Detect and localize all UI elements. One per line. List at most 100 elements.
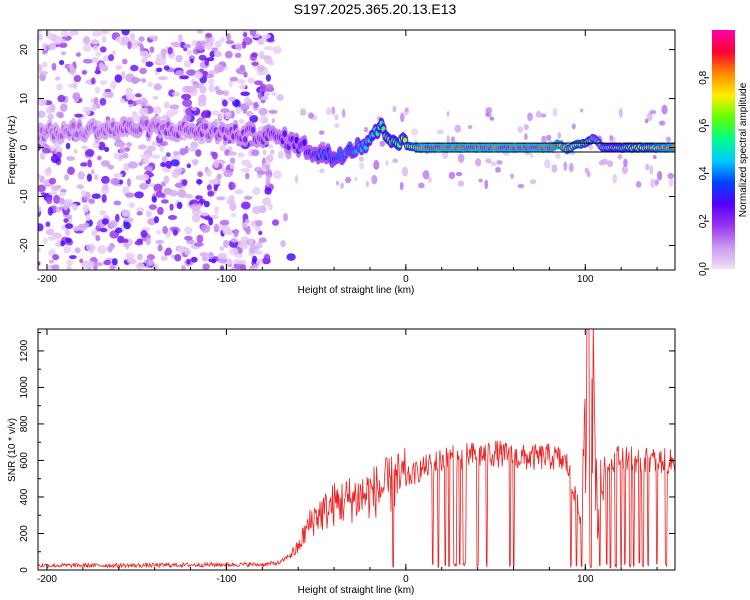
- heatmap-noise-cell: [208, 251, 214, 259]
- heatmap-noise-cell: [43, 237, 48, 244]
- heatmap-noise-cell: [38, 33, 43, 41]
- heatmap-ridge-cell: [353, 148, 358, 155]
- heatmap-noise-cell: [122, 58, 128, 65]
- heatmap-noise-cell: [113, 172, 123, 178]
- x-tick-label: -200: [37, 574, 57, 585]
- heatmap-noise-cell: [392, 106, 397, 113]
- heatmap-noise-cell: [229, 76, 238, 82]
- heatmap-noise-cell: [644, 118, 649, 124]
- heatmap-noise-cell: [658, 120, 666, 126]
- colorbar: 0.0 0.2 0.4 0.6 0.8 Normalized spectral ampl…: [698, 30, 749, 276]
- heatmap-noise-cell: [238, 118, 245, 124]
- heatmap-noise-cell: [228, 96, 236, 102]
- heatmap-noise-cell: [510, 173, 514, 179]
- heatmap-noise-cell: [422, 170, 430, 180]
- heatmap-noise-cell: [162, 225, 168, 235]
- heatmap-noise-cell: [98, 62, 105, 71]
- heatmap-noise-cell: [138, 36, 145, 42]
- heatmap-noise-cell: [124, 147, 130, 152]
- heatmap-noise-cell: [264, 84, 274, 90]
- heatmap-noise-cell: [66, 214, 73, 220]
- heatmap-noise-cell: [171, 169, 179, 179]
- heatmap-noise-cell: [74, 247, 81, 254]
- heatmap-noise-cell: [206, 73, 214, 79]
- heatmap-noise-cell: [46, 196, 53, 205]
- heatmap-noise-cell: [216, 173, 222, 180]
- heatmap-noise-cell: [38, 70, 49, 76]
- heatmap-noise-cell: [136, 211, 143, 216]
- heatmap-noise-cell: [226, 33, 231, 41]
- heatmap-noise-cell: [206, 168, 212, 177]
- heatmap-noise-cell: [69, 255, 77, 260]
- heatmap-noise-cell: [82, 204, 90, 213]
- heatmap-noise-cell: [182, 99, 193, 107]
- heatmap-noise-cell: [235, 67, 246, 75]
- spectrogram-y-axis-label: Frequency (Hz): [7, 116, 18, 185]
- heatmap-noise-cell: [179, 75, 190, 80]
- heatmap-noise-cell: [38, 110, 46, 118]
- heatmap-noise-cell: [38, 205, 42, 213]
- heatmap-noise-cell: [207, 78, 215, 85]
- heatmap-noise-cell: [192, 83, 200, 89]
- heatmap-noise-cell: [101, 35, 107, 43]
- heatmap-noise-cell: [101, 160, 111, 167]
- colorbar-ticks: 0.0 0.2 0.4 0.6 0.8: [698, 70, 709, 276]
- heatmap-noise-cell: [523, 124, 529, 131]
- colorbar-label: Normalized spectral amplitude: [738, 82, 749, 217]
- heatmap-noise-cell: [161, 156, 168, 164]
- figure-title: S197.2025.365.20.13.E13: [294, 1, 457, 17]
- heatmap-noise-cell: [555, 153, 561, 159]
- heatmap-noise-cell: [652, 155, 657, 160]
- heatmap-ridge-cell: [302, 139, 307, 146]
- heatmap-noise-cell: [108, 54, 115, 62]
- heatmap-noise-cell: [457, 180, 465, 187]
- heatmap-noise-cell: [272, 219, 279, 226]
- heatmap-noise-cell: [211, 258, 217, 264]
- heatmap-noise-cell: [529, 179, 537, 185]
- heatmap-noise-cell: [127, 161, 138, 169]
- heatmap-noise-cell: [198, 54, 207, 61]
- heatmap-noise-cell: [228, 247, 239, 256]
- heatmap-noise-cell: [95, 65, 100, 75]
- heatmap-noise-cell: [110, 80, 117, 90]
- heatmap-noise-cell: [229, 157, 236, 164]
- heatmap-noise-cell: [95, 103, 101, 109]
- x-tick-label: -200: [37, 274, 57, 285]
- heatmap-noise-cell: [139, 50, 149, 58]
- heatmap-noise-cell: [130, 64, 139, 72]
- heatmap-noise-cell: [247, 99, 253, 105]
- heatmap-noise-cell: [135, 93, 142, 98]
- heatmap-noise-cell: [211, 47, 218, 52]
- heatmap-noise-cell: [99, 227, 108, 233]
- heatmap-noise-cell: [57, 111, 64, 119]
- heatmap-noise-cell: [249, 30, 257, 36]
- heatmap-noise-cell: [182, 85, 192, 93]
- heatmap-noise-cell: [359, 162, 365, 170]
- heatmap-noise-cell: [249, 115, 259, 123]
- heatmap-noise-cell: [229, 163, 235, 170]
- heatmap-noise-cell: [79, 258, 84, 263]
- y-tick-label: 400: [19, 488, 30, 505]
- heatmap-noise-cell: [48, 191, 58, 196]
- heatmap-noise-cell: [242, 221, 248, 229]
- heatmap-noise-cell: [186, 69, 197, 76]
- heatmap-noise-cell: [123, 221, 131, 230]
- heatmap-noise-cell: [268, 109, 278, 114]
- heatmap-noise-cell: [175, 70, 185, 77]
- heatmap-noise-cell: [95, 235, 101, 242]
- heatmap-noise-cell: [97, 245, 107, 254]
- heatmap-noise-cell: [85, 149, 95, 157]
- heatmap-noise-cell: [319, 130, 325, 135]
- heatmap-noise-cell: [184, 235, 193, 241]
- heatmap-noise-cell: [73, 75, 82, 83]
- heatmap-noise-cell: [181, 93, 192, 100]
- heatmap-noise-cell: [127, 41, 132, 50]
- heatmap-noise-cell: [495, 166, 501, 173]
- heatmap-noise-cell: [60, 240, 66, 247]
- heatmap-noise-cell: [47, 166, 52, 174]
- heatmap-noise-cell: [252, 186, 261, 196]
- heatmap-noise-cell: [92, 57, 99, 63]
- heatmap-noise-cell: [38, 247, 41, 253]
- heatmap-noise-cell: [74, 113, 83, 118]
